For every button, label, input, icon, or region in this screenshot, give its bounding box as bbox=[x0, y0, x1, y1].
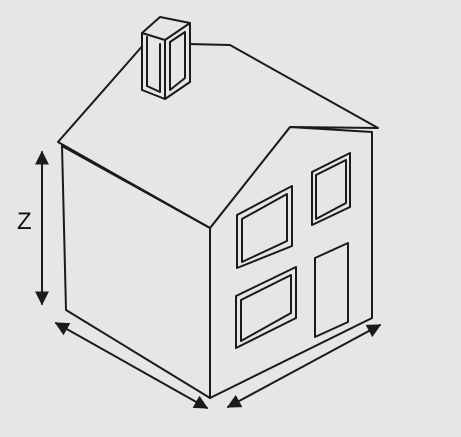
chimney bbox=[141, 16, 191, 100]
window-upper-left bbox=[236, 185, 293, 269]
door bbox=[314, 242, 349, 338]
window-upper-right bbox=[311, 152, 351, 226]
height-dimension-label: Z bbox=[17, 208, 32, 235]
depth-dimension-arrow bbox=[54, 322, 209, 409]
roof-eave-line bbox=[61, 145, 211, 229]
width-dimension-arrow bbox=[226, 324, 382, 408]
